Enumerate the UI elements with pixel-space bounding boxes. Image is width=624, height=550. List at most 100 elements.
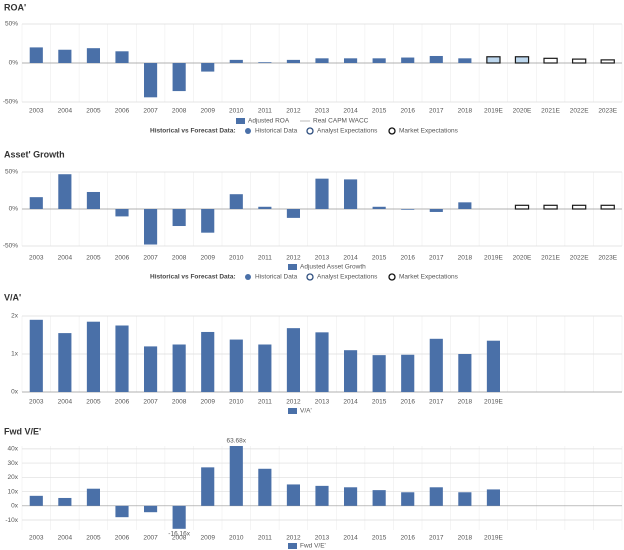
bar [514, 56, 530, 64]
legend-marker [388, 273, 396, 281]
bar [229, 446, 243, 506]
bar [172, 505, 186, 529]
x-tick-label: 2022E [570, 108, 589, 115]
bar [429, 487, 443, 506]
chart-title: Asset' Growth [4, 149, 65, 159]
x-tick-label: 2006 [115, 399, 130, 406]
bar [429, 55, 443, 63]
y-tick-label: 0% [9, 60, 19, 67]
x-tick-label: 2004 [58, 399, 73, 406]
bar [543, 204, 558, 210]
bar [144, 63, 158, 98]
bar [86, 191, 100, 209]
x-tick-label: 2004 [58, 108, 73, 115]
bar [229, 59, 243, 63]
x-tick-label: 2011 [258, 399, 272, 406]
legend-label: Historical Data [255, 128, 298, 135]
y-tick-label: 20x [8, 474, 19, 481]
x-tick-label: 2007 [143, 108, 158, 115]
x-tick-label: 2009 [200, 255, 215, 262]
x-tick-label: 2018 [458, 535, 473, 542]
bar [458, 58, 472, 63]
y-tick-label: 50% [5, 169, 18, 176]
bar [144, 209, 158, 245]
x-tick-label: 2013 [315, 255, 330, 262]
bar [486, 489, 500, 506]
x-tick-label: 2004 [58, 255, 73, 262]
bar [58, 497, 72, 506]
legend-label: Analyst Expectations [317, 274, 378, 281]
x-tick-label: 2011 [258, 535, 272, 542]
x-tick-label: 2013 [315, 535, 330, 542]
y-tick-label: 40x [8, 446, 19, 453]
y-tick-label: 0x [11, 503, 19, 510]
bar [86, 48, 100, 63]
x-tick-label: 2021E [541, 108, 560, 115]
bar [514, 204, 530, 210]
x-tick-label: 2007 [143, 535, 158, 542]
y-tick-label: 0% [9, 206, 19, 213]
bar [258, 468, 272, 506]
bar [258, 344, 272, 392]
legend-swatch [236, 118, 245, 124]
y-tick-label: 0x [11, 389, 19, 396]
bar [344, 58, 358, 63]
x-tick-label: 2016 [400, 255, 415, 262]
bar [29, 495, 43, 506]
x-tick-label: 2006 [115, 255, 130, 262]
x-tick-label: 2018 [458, 255, 473, 262]
x-tick-label: 2023E [598, 255, 617, 262]
y-tick-label: 1x [11, 351, 19, 358]
x-tick-label: 2003 [29, 399, 44, 406]
x-tick-label: 2012 [286, 108, 301, 115]
y-tick-label: 30x [8, 460, 19, 467]
x-tick-label: 2010 [229, 535, 244, 542]
legend-swatch [288, 408, 297, 414]
bar [315, 178, 329, 209]
chart-title: V/A' [4, 292, 21, 302]
bar [286, 328, 300, 392]
bar [286, 209, 300, 218]
bar [115, 505, 129, 518]
data-label: -16.16x [168, 531, 190, 538]
x-tick-label: 2013 [315, 399, 330, 406]
x-tick-label: 2010 [229, 108, 244, 115]
legend-label: Adjusted Asset Growth [300, 264, 366, 271]
x-tick-label: 2008 [172, 399, 187, 406]
bar [344, 487, 358, 506]
x-tick-label: 2011 [258, 255, 272, 262]
legend-label: V/A' [300, 408, 312, 415]
x-tick-label: 2016 [400, 535, 415, 542]
x-tick-label: 2006 [115, 535, 130, 542]
x-tick-label: 2017 [429, 399, 444, 406]
legend-label: Market Expectations [399, 274, 459, 281]
y-tick-label: -10x [5, 517, 18, 524]
x-tick-label: 2016 [400, 399, 415, 406]
forecast-legend-title: Historical vs Forecast Data: [150, 274, 236, 281]
x-tick-label: 2008 [172, 535, 187, 542]
x-tick-label: 2013 [315, 108, 330, 115]
x-tick-label: 2010 [229, 255, 244, 262]
legend-label: Historical Data [255, 274, 298, 281]
legend-marker [306, 127, 314, 135]
x-tick-label: 2014 [343, 535, 358, 542]
x-tick-label: 2003 [29, 535, 44, 542]
x-tick-label: 2005 [86, 535, 101, 542]
bar [600, 204, 615, 210]
bar [458, 492, 472, 506]
bar [115, 209, 129, 217]
bar [115, 51, 129, 63]
y-tick-label: -50% [3, 99, 18, 106]
bar [458, 202, 472, 209]
legend-marker [388, 127, 396, 135]
legend-label: Analyst Expectations [317, 128, 378, 135]
bar [144, 505, 158, 513]
bar [315, 485, 329, 506]
bar [344, 179, 358, 209]
bar [600, 59, 615, 64]
legend-marker [245, 128, 251, 134]
bar [144, 346, 158, 392]
bar [286, 59, 300, 63]
bar [201, 63, 215, 72]
legend-label: Adjusted ROA [248, 118, 290, 125]
